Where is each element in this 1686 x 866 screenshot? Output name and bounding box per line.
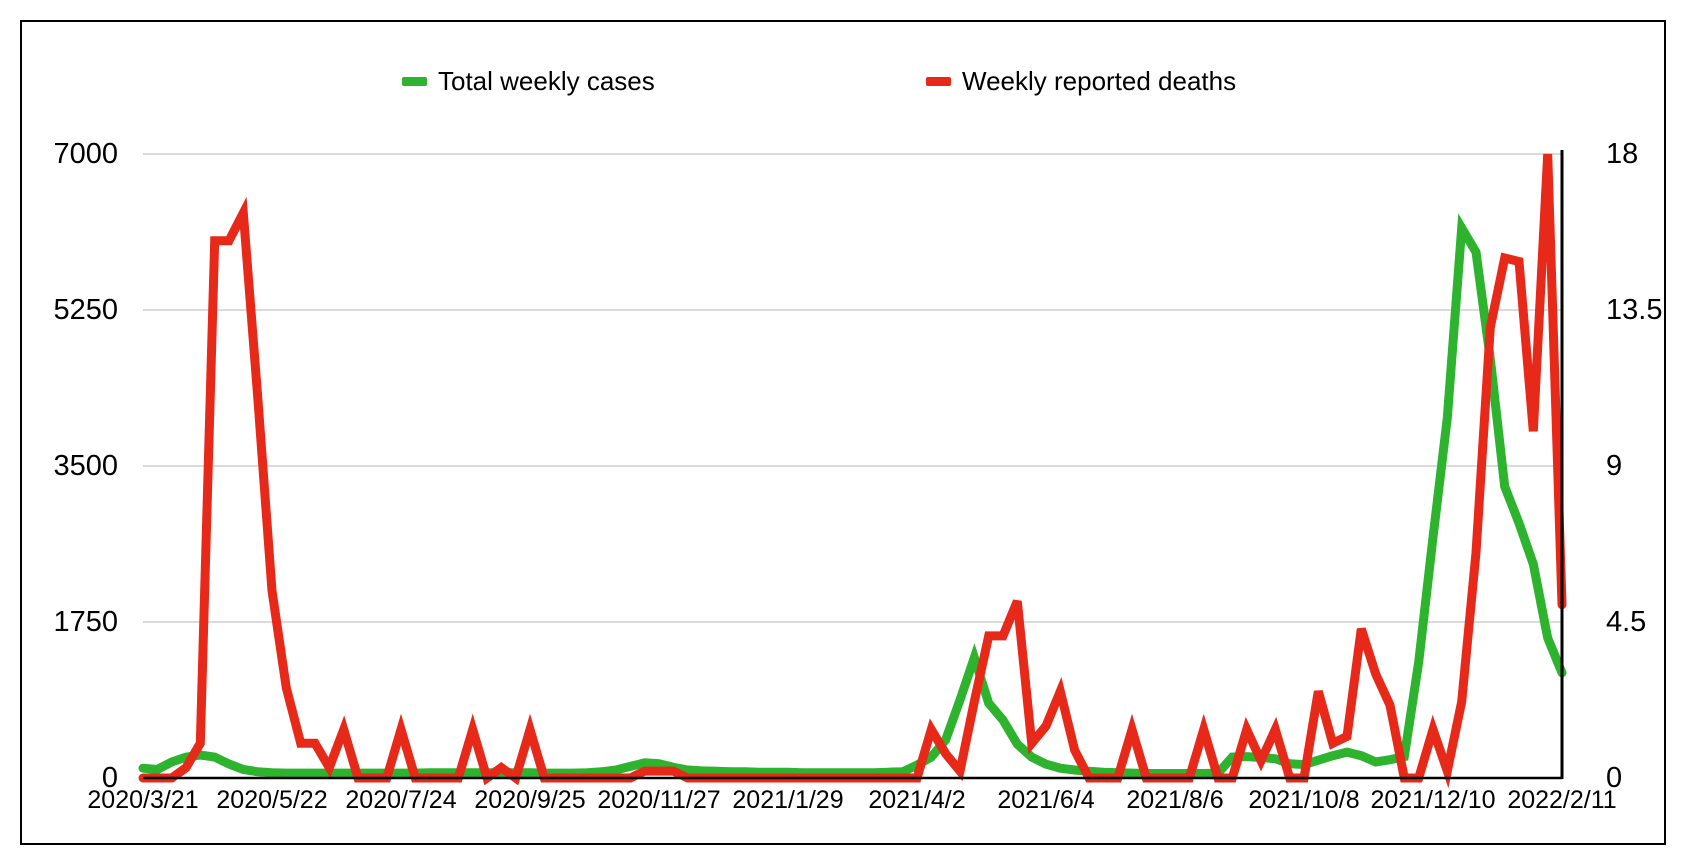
x-axis-tick-label: 2020/9/25: [474, 786, 586, 814]
legend-item: Weekly reported deaths: [926, 66, 1236, 96]
right-axis-tick-label: 13.5: [1606, 294, 1663, 326]
x-axis-tick-label: 2021/4/2: [868, 786, 966, 814]
left-axis-tick-label: 1750: [53, 606, 118, 638]
left-axis-tick-label: 7000: [53, 138, 118, 170]
legend-item: Total weekly cases: [402, 66, 655, 96]
cases-line-green: [138, 213, 1567, 778]
x-axis-tick-label: 2020/7/24: [345, 786, 457, 814]
x-axis-tick-label: 2021/8/6: [1126, 786, 1224, 814]
left-axis-tick-label: 0: [101, 762, 118, 794]
left-axis-tick-label: 5250: [53, 294, 118, 326]
legend-label: Weekly reported deaths: [962, 66, 1237, 96]
x-axis-tick-label: 2021/1/29: [732, 786, 844, 814]
legend-swatch-icon: [402, 76, 427, 86]
x-axis-tick-label: 2021/6/4: [997, 786, 1095, 814]
x-axis-tick-label: 2021/12/10: [1370, 786, 1496, 814]
x-axis-tick-label: 2020/3/21: [87, 786, 199, 814]
right-axis-tick-label: 18: [1606, 138, 1639, 170]
legend-label: Total weekly cases: [438, 66, 655, 96]
axis-lines: [143, 150, 1564, 780]
x-axis-tick-label: 2022/2/11: [1507, 786, 1617, 814]
x-axis-tick-label: 2021/10/8: [1248, 786, 1360, 814]
x-axis-tick-label: 2020/5/22: [216, 786, 328, 814]
x-axis-tick-label: 2020/11/27: [597, 786, 721, 814]
gridlines: [143, 153, 1562, 623]
right-axis-tick-label: 4.5: [1606, 606, 1647, 638]
legend-swatch-icon: [926, 76, 951, 86]
left-axis-tick-label: 3500: [53, 450, 118, 482]
right-axis-tick-label: 0: [1606, 762, 1623, 794]
right-axis-tick-label: 9: [1606, 450, 1623, 482]
